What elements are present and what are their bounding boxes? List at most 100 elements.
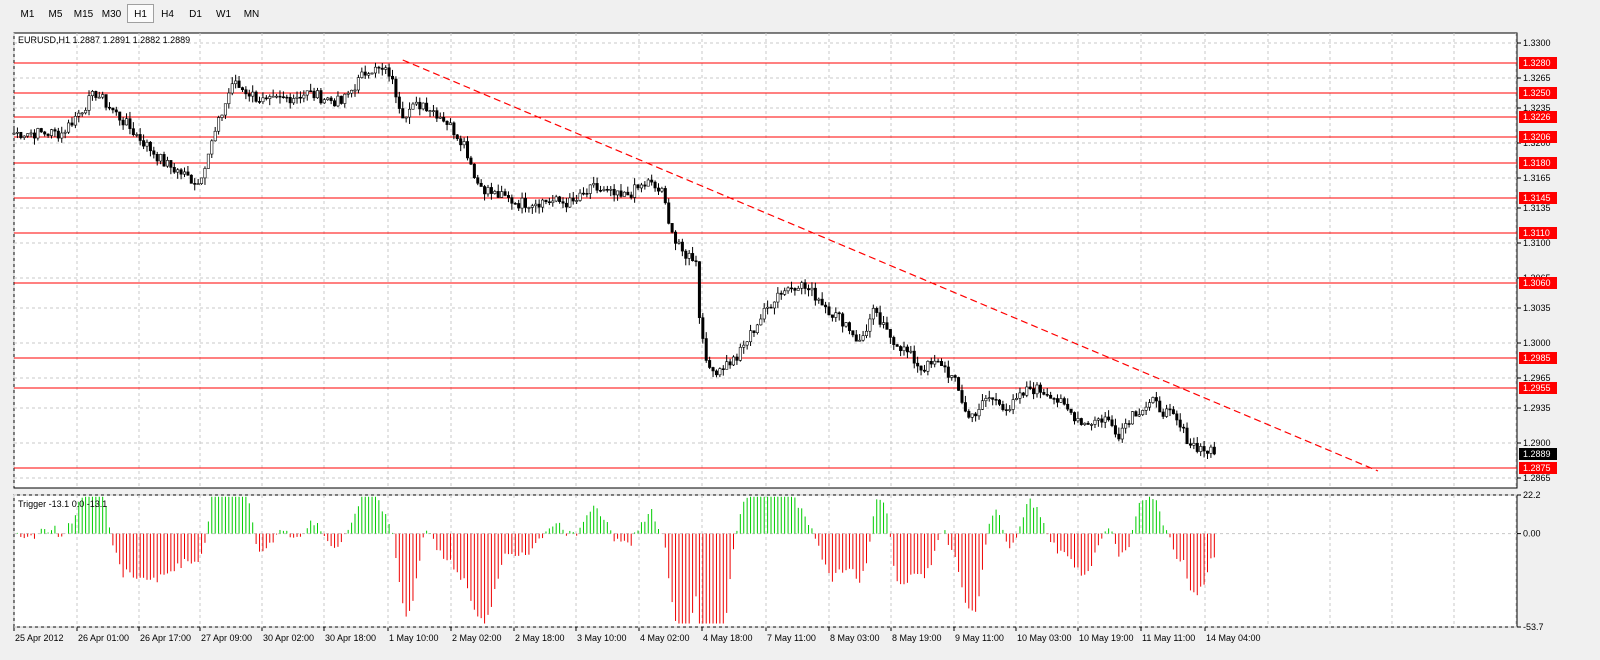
candle-body xyxy=(193,183,197,185)
candle-body xyxy=(834,312,838,318)
tf-button-d1[interactable]: D1 xyxy=(189,9,202,20)
candle-body xyxy=(718,368,722,376)
candle-body xyxy=(1028,386,1032,390)
candle-body xyxy=(595,183,599,191)
candle-body xyxy=(148,141,152,152)
candle-body xyxy=(895,344,899,347)
candle-body xyxy=(142,140,146,147)
candle-body xyxy=(626,191,630,196)
tf-button-mn[interactable]: MN xyxy=(243,9,260,20)
candle-body xyxy=(104,94,108,108)
level-badge-label: 1.3060 xyxy=(1523,278,1551,288)
candle-body xyxy=(292,98,296,104)
candle-body xyxy=(1120,427,1124,440)
candle-body xyxy=(755,324,759,333)
y-tick-label: 1.2935 xyxy=(1523,403,1551,413)
candle-body xyxy=(902,346,906,352)
candle-body xyxy=(810,287,814,291)
candle-body xyxy=(162,154,166,167)
candle-body xyxy=(339,95,343,104)
candle-body xyxy=(462,141,466,146)
candle-body xyxy=(793,288,797,291)
level-badge xyxy=(1519,277,1557,289)
candle-body xyxy=(275,95,279,98)
candle-body xyxy=(745,341,749,346)
candle-body xyxy=(496,191,500,198)
candle-body xyxy=(807,288,811,291)
candle-body xyxy=(670,223,674,233)
candle-body xyxy=(356,77,360,91)
candle-body xyxy=(237,80,241,88)
candle-body xyxy=(1059,398,1063,403)
x-tick-label: 1 May 10:00 xyxy=(389,633,439,643)
candle-body xyxy=(694,260,698,263)
level-badge-label: 1.3250 xyxy=(1523,88,1551,98)
candle-body xyxy=(435,110,439,119)
candle-body xyxy=(575,200,579,202)
candle-body xyxy=(766,306,770,309)
candle-body xyxy=(708,360,712,368)
candle-body xyxy=(653,181,657,189)
candle-body xyxy=(247,93,251,97)
candle-body xyxy=(967,410,971,418)
candle-body xyxy=(789,287,793,290)
candle-body xyxy=(783,290,787,295)
candle-body xyxy=(1055,398,1059,403)
tf-button-w1[interactable]: W1 xyxy=(216,9,231,20)
candle-body xyxy=(152,150,156,155)
candle-body xyxy=(414,101,418,105)
candle-body xyxy=(353,89,357,92)
candle-body xyxy=(1206,450,1210,454)
candle-body xyxy=(738,346,742,361)
candle-body xyxy=(899,346,903,352)
candle-body xyxy=(602,189,606,191)
candle-body xyxy=(186,171,190,176)
candle-body xyxy=(762,307,766,320)
candle-body xyxy=(155,153,159,162)
candle-body xyxy=(46,133,50,136)
tf-button-m15[interactable]: M15 xyxy=(73,9,94,20)
candle-body xyxy=(605,189,609,191)
candle-body xyxy=(159,154,163,162)
candle-body xyxy=(295,96,299,99)
candle-body xyxy=(476,177,480,184)
candle-body xyxy=(67,122,71,133)
candle-body xyxy=(387,67,391,77)
candle-body xyxy=(909,350,913,353)
candle-body xyxy=(305,90,309,96)
candle-body xyxy=(125,118,129,126)
candle-body xyxy=(135,134,139,136)
candle-body xyxy=(704,338,708,361)
tf-button-h1[interactable]: H1 xyxy=(127,4,154,23)
candle-body xyxy=(1008,409,1012,411)
candle-body xyxy=(963,402,967,412)
tf-button-h4[interactable]: H4 xyxy=(161,9,174,20)
tf-button-m5[interactable]: M5 xyxy=(48,9,63,20)
candle-body xyxy=(697,261,701,318)
current-price-badge xyxy=(1519,448,1557,460)
candle-body xyxy=(101,94,105,98)
x-tick-label: 30 Apr 18:00 xyxy=(325,633,376,643)
candle-body xyxy=(991,397,995,400)
candle-body xyxy=(1073,412,1077,422)
tf-button-m30[interactable]: M30 xyxy=(101,9,122,20)
candle-body xyxy=(585,193,589,195)
candle-body xyxy=(503,191,507,196)
candle-body xyxy=(933,360,937,365)
x-tick-label: 2 May 18:00 xyxy=(515,633,565,643)
y-tick-label: 1.3235 xyxy=(1523,103,1551,113)
level-badge xyxy=(1519,157,1557,169)
candle-body xyxy=(680,241,684,252)
candle-body xyxy=(752,330,756,333)
candle-body xyxy=(1015,397,1019,400)
candle-body xyxy=(772,301,776,309)
candle-body xyxy=(905,346,909,353)
candle-body xyxy=(1042,392,1046,395)
candle-body xyxy=(711,367,715,372)
candle-body xyxy=(77,112,81,117)
candle-body xyxy=(561,201,565,204)
x-tick-label: 11 May 11:00 xyxy=(1142,633,1195,643)
tf-button-m1[interactable]: M1 xyxy=(20,9,35,20)
candle-body xyxy=(223,103,227,116)
